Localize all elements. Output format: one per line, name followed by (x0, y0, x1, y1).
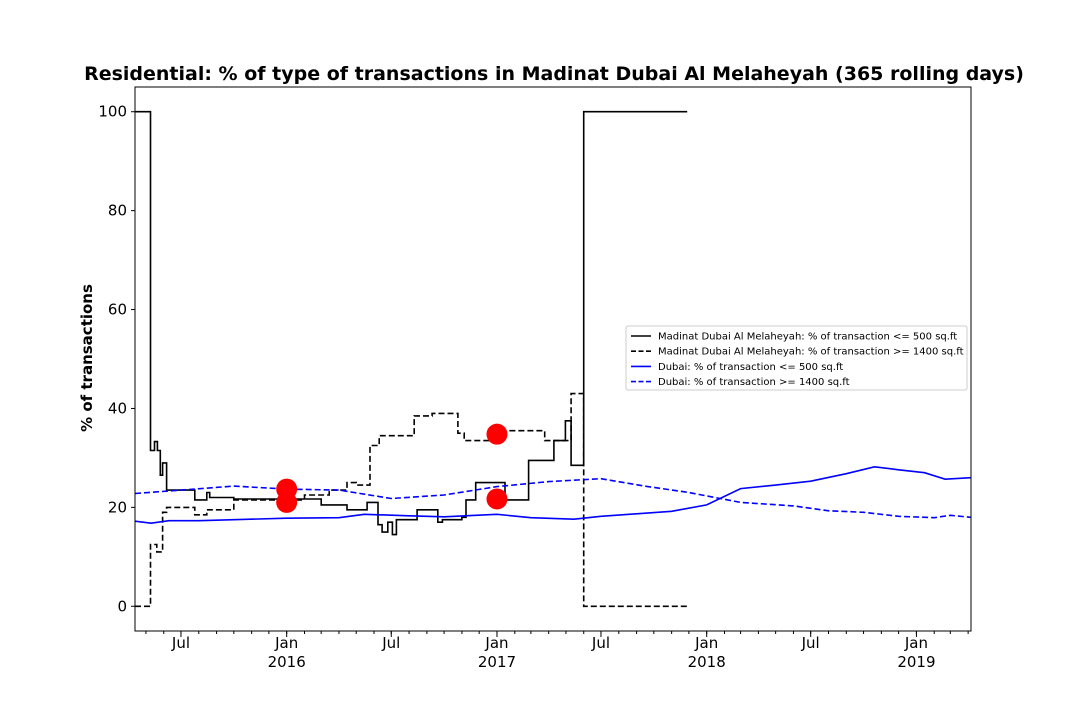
marker-layer (276, 423, 508, 513)
x-tick-year-label: 2016 (268, 653, 306, 671)
x-tick-label: Jul (171, 634, 190, 652)
y-tick-label: 0 (117, 597, 127, 615)
y-tick-label: 20 (108, 498, 127, 516)
series-line-2 (135, 392, 688, 608)
x-tick-label: Jan (904, 634, 928, 652)
y-tick-label: 60 (108, 301, 127, 319)
highlight-marker-4 (486, 488, 508, 510)
legend: Madinat Dubai Al Melaheyah: % of transac… (625, 325, 968, 391)
series-line-3 (135, 465, 971, 525)
highlight-marker-2 (276, 491, 298, 513)
x-tick-label: Jul (801, 634, 820, 652)
legend-entry-label: Dubai: % of transaction <= 500 sq.ft (658, 362, 843, 373)
y-axis-label: % of transactions (78, 284, 96, 432)
series-line-1 (135, 110, 688, 536)
x-tick-label: Jan (274, 634, 298, 652)
x-tick-label: Jan (484, 634, 508, 652)
plot-area-frame (134, 86, 972, 632)
y-tick-label: 80 (108, 202, 127, 220)
x-tick-label: Jan (694, 634, 718, 652)
legend-box (625, 325, 968, 391)
chart-title: Residential: % of type of transactions i… (84, 63, 1024, 85)
x-tick-year-label: 2019 (897, 653, 935, 671)
legend-entry-label: Madinat Dubai Al Melaheyah: % of transac… (658, 332, 957, 343)
y-tick-label: 100 (98, 103, 127, 121)
legend-entry-label: Madinat Dubai Al Melaheyah: % of transac… (658, 347, 964, 358)
legend-entry-label: Dubai: % of transaction >= 1400 sq.ft (658, 377, 850, 388)
series-line-4 (135, 477, 971, 519)
highlight-marker-3 (486, 423, 508, 445)
x-tick-label: Jul (591, 634, 610, 652)
x-tick-label: Jul (381, 634, 400, 652)
x-tick-year-label: 2017 (478, 653, 516, 671)
x-tick-year-label: 2018 (688, 653, 726, 671)
y-tick-label: 40 (108, 399, 127, 417)
y-axis: 0 20 40 60 80 100 (98, 103, 135, 615)
